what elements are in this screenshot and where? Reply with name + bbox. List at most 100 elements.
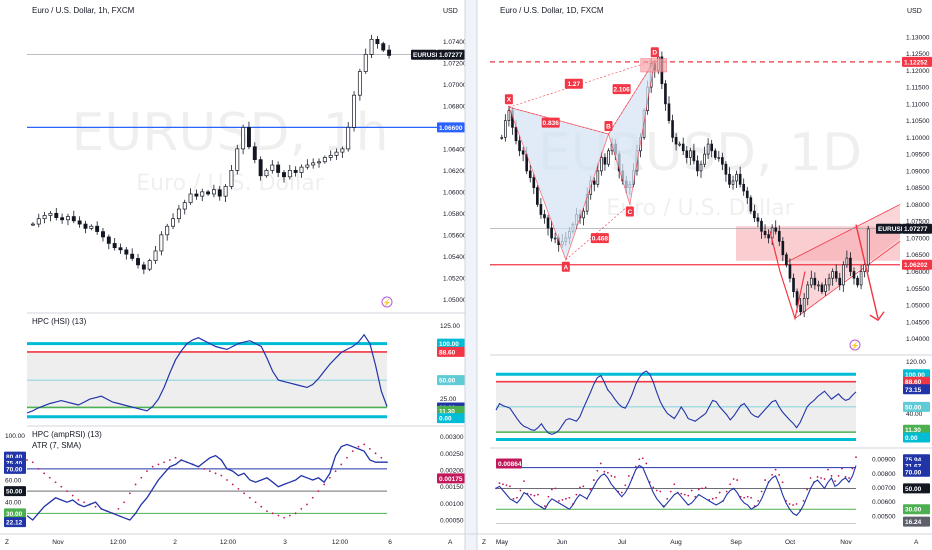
right-candle xyxy=(813,272,817,290)
right-hsi-tick: 40.00 xyxy=(906,411,923,418)
left-rsi-tick: 40.00 xyxy=(5,500,22,507)
right-candle xyxy=(781,237,785,262)
svg-text:X: X xyxy=(507,97,512,104)
left-alert-icon[interactable] xyxy=(381,296,393,308)
right-hsi-tag-mid: 50.00 xyxy=(903,401,930,412)
right-atr-dot xyxy=(823,478,826,480)
right-atr-dot xyxy=(505,484,508,487)
left-atr-dot xyxy=(77,499,80,501)
right-atr-dot xyxy=(627,475,630,477)
right-candle xyxy=(817,280,820,292)
right-candle xyxy=(774,220,778,235)
left-atr-dot xyxy=(237,487,240,490)
right-candle xyxy=(827,273,831,291)
right-y-tick: 1.04500 xyxy=(906,319,930,326)
left-atr-tick: 0.00150 xyxy=(440,484,464,491)
svg-text:11.30: 11.30 xyxy=(905,427,921,434)
left-candle xyxy=(346,122,351,152)
left-y-tick: 1.07400 xyxy=(443,39,467,46)
left-hsi-title: HPC (HSI) (13) xyxy=(32,317,87,326)
right-atr-dot xyxy=(690,489,693,492)
right-y-tick: 1.09500 xyxy=(906,152,930,159)
right-atr-dot xyxy=(558,499,560,502)
right-atr-dot xyxy=(655,489,658,492)
left-atr-dot xyxy=(66,490,68,493)
right-rsi-pane: 0.00864 0.00900 0.00800 0.00700 0.00600 0.005… xyxy=(495,454,930,527)
right-atr-dot xyxy=(704,486,707,489)
right-x-tick: Sep xyxy=(730,539,742,546)
right-atr-dot xyxy=(820,477,822,479)
right-atr-dot xyxy=(620,491,623,494)
left-axis-a: A xyxy=(448,539,453,546)
left-candle xyxy=(141,261,146,275)
left-atr-dot xyxy=(94,505,97,508)
left-atr-dot xyxy=(288,514,291,517)
right-candle xyxy=(692,143,696,165)
right-candle xyxy=(667,96,671,124)
left-candle xyxy=(165,223,170,241)
left-atr-dot xyxy=(294,512,297,515)
right-candle xyxy=(507,105,511,127)
right-high-tag: 1.12252 xyxy=(902,56,932,67)
left-atr-dot xyxy=(380,456,383,459)
left-atr-dot xyxy=(323,483,326,486)
right-candle xyxy=(717,151,721,162)
right-atr-dot xyxy=(610,475,613,477)
left-candle xyxy=(77,216,82,228)
right-atr-dot xyxy=(792,504,794,506)
left-candle xyxy=(241,124,246,155)
right-axis-a: A xyxy=(914,539,919,546)
left-atr-dot xyxy=(146,470,148,473)
right-atr-dot xyxy=(537,493,539,496)
left-candle xyxy=(182,199,187,215)
left-candle xyxy=(369,34,374,59)
right-watermark-sub: Euro / U.S. Dollar xyxy=(606,196,794,221)
svg-text:1.07277: 1.07277 xyxy=(904,226,928,233)
left-candle xyxy=(112,238,117,251)
left-atr-dot xyxy=(128,492,131,495)
left-hsi-tick: 25.00 xyxy=(440,396,457,403)
right-atr-dot xyxy=(498,482,501,485)
left-candle xyxy=(363,48,368,74)
right-price-pane: EURUSD, 1D Euro / U.S. Dollar Euro / U.S… xyxy=(490,6,932,351)
right-atr-dot xyxy=(634,465,637,468)
right-atr-dot xyxy=(830,475,833,477)
left-currency-label: USD xyxy=(443,8,458,15)
left-candle xyxy=(328,150,333,161)
right-pattern-point-C: C xyxy=(625,206,634,217)
right-atr-dot xyxy=(533,494,536,497)
left-atr-dot xyxy=(306,503,308,506)
left-atr-dot xyxy=(231,483,234,486)
right-alert-icon[interactable] xyxy=(849,339,861,351)
right-atr-dot xyxy=(715,496,718,499)
right-candle xyxy=(596,163,600,188)
right-candle xyxy=(763,224,767,239)
right-candle xyxy=(699,160,703,178)
right-atr-dot xyxy=(711,497,714,500)
right-candle xyxy=(845,250,849,268)
right-candle xyxy=(678,141,681,147)
right-atr-dot xyxy=(837,475,840,477)
left-atr-dot xyxy=(43,472,46,475)
left-atr-dot xyxy=(168,459,171,461)
left-hsi-tag-upper: 88.60 xyxy=(437,346,465,357)
left-y-tick: 1.06200 xyxy=(443,168,467,175)
right-atr-dot xyxy=(666,497,669,500)
left-candle xyxy=(118,243,123,254)
right-candle xyxy=(696,155,699,177)
right-atr-dot xyxy=(516,496,518,499)
right-chart-title: Euro / U.S. Dollar, 1D, FXCM xyxy=(500,6,604,15)
svg-text:0.00: 0.00 xyxy=(905,435,918,442)
right-alert-icon-glyph: ⚡ xyxy=(851,341,860,350)
left-y-tick: 1.05600 xyxy=(443,232,467,239)
left-rsi-tick: 60.00 xyxy=(5,478,22,485)
left-candle xyxy=(357,68,362,101)
right-atr-dot xyxy=(624,484,627,487)
right-atr-tick: 0.00800 xyxy=(872,471,896,478)
right-candle xyxy=(824,278,827,296)
right-candle xyxy=(607,148,610,167)
svg-text:100.00: 100.00 xyxy=(905,372,925,379)
right-candle xyxy=(603,153,607,171)
right-x-tick: Jun xyxy=(557,539,568,546)
